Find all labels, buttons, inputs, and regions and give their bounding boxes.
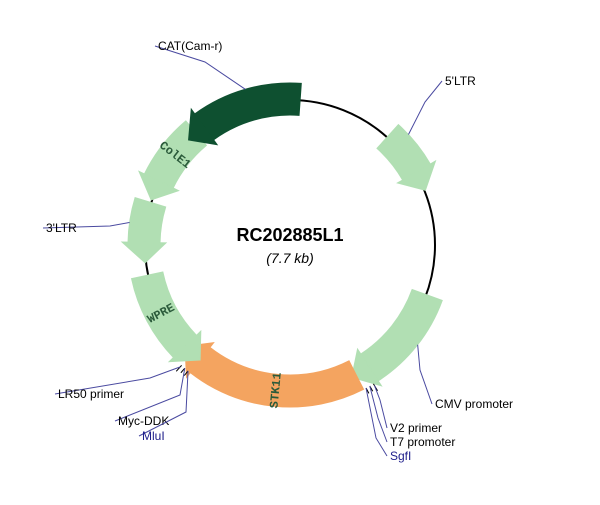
plasmid-name: RC202885L1 <box>236 225 343 245</box>
feature-label: Myc-DDK <box>118 414 169 428</box>
feature-label: CMV promoter <box>435 397 513 411</box>
segment-three_ltr <box>128 198 166 243</box>
leader-line <box>366 388 387 456</box>
feature-label: SgfI <box>390 449 411 463</box>
feature-label: LR50 primer <box>58 387 124 401</box>
feature-label: CAT(Cam-r) <box>158 39 222 53</box>
segment-cat <box>195 83 302 140</box>
leader-line <box>408 81 442 135</box>
feature-label: V2 primer <box>390 421 442 435</box>
segment-three_ltr-arrow <box>122 242 166 263</box>
feature-label: 3'LTR <box>46 221 77 235</box>
segment-cmv <box>361 289 442 380</box>
leader-line <box>418 345 432 404</box>
feature-label: 5'LTR <box>445 74 476 88</box>
feature-label: T7 promoter <box>390 435 455 449</box>
feature-label: MluI <box>142 429 165 443</box>
plasmid-size: (7.7 kb) <box>266 250 313 266</box>
leader-line <box>374 386 387 428</box>
